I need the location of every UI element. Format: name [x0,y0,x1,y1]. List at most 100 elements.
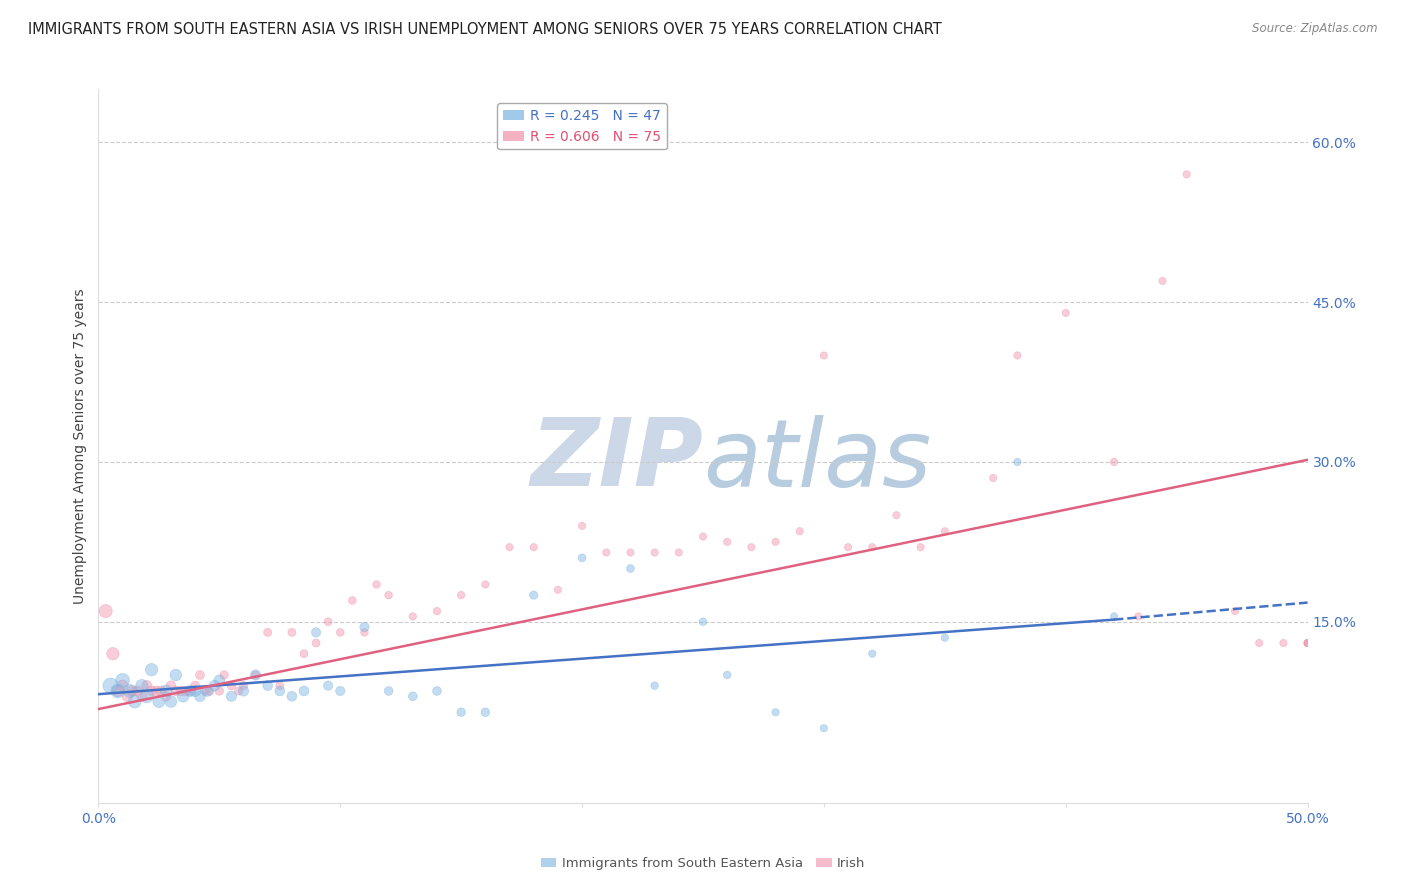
Point [523,540,546,554]
Point [198,684,221,698]
Point [353,625,375,640]
Point [740,540,762,554]
Point [316,615,339,629]
Point [111,673,134,688]
Point [148,695,170,709]
Point [281,625,304,640]
Point [245,668,267,682]
Point [353,620,375,634]
Point [981,471,1004,485]
Point [402,609,425,624]
Point [179,684,201,698]
Point [474,577,496,591]
Point [619,561,641,575]
Point [101,647,124,661]
Point [145,684,167,698]
Point [716,534,738,549]
Point [765,534,787,549]
Point [837,540,859,554]
Point [1296,636,1319,650]
Point [141,663,163,677]
Point [121,684,143,698]
Point [886,508,908,523]
Point [860,540,883,554]
Point [571,550,593,565]
Point [107,684,129,698]
Point [111,679,134,693]
Point [269,679,291,693]
Point [1223,604,1246,618]
Text: Source: ZipAtlas.com: Source: ZipAtlas.com [1253,22,1378,36]
Point [305,636,328,650]
Point [292,647,315,661]
Point [1249,636,1271,650]
Point [228,684,250,698]
Point [860,647,883,661]
Point [194,684,217,698]
Point [1054,306,1077,320]
Point [547,582,569,597]
Point [155,690,177,704]
Point [281,690,304,704]
Point [1175,168,1198,182]
Point [1272,636,1295,650]
Point [107,684,129,698]
Point [668,545,690,559]
Point [127,684,149,698]
Point [342,593,364,607]
Point [131,690,153,704]
Point [188,668,211,682]
Point [305,625,328,640]
Point [644,545,666,559]
Point [135,679,157,693]
Text: ZIP: ZIP [530,414,703,507]
Point [366,577,388,591]
Point [204,679,226,693]
Point [256,679,278,693]
Point [813,721,835,735]
Point [910,540,932,554]
Point [934,631,956,645]
Point [934,524,956,539]
Text: IMMIGRANTS FROM SOUTH EASTERN ASIA VS IRISH UNEMPLOYMENT AMONG SENIORS OVER 75 Y: IMMIGRANTS FROM SOUTH EASTERN ASIA VS IR… [28,22,942,37]
Point [184,679,207,693]
Point [523,588,546,602]
Point [1296,636,1319,650]
Point [329,684,352,698]
Point [571,519,593,533]
Point [160,695,183,709]
Legend: Immigrants from South Eastern Asia, Irish: Immigrants from South Eastern Asia, Iris… [536,852,870,876]
Point [316,679,339,693]
Point [1152,274,1174,288]
Point [131,679,153,693]
Point [813,349,835,363]
Point [208,684,231,698]
Point [208,673,231,688]
Point [135,690,157,704]
Point [426,604,449,618]
Point [221,679,243,693]
Point [292,684,315,698]
Point [644,679,666,693]
Point [172,690,194,704]
Point [124,695,146,709]
Point [165,668,187,682]
Point [155,684,177,698]
Point [377,588,399,602]
Point [150,684,173,698]
Point [188,690,211,704]
Point [377,684,399,698]
Point [1007,455,1029,469]
Point [221,690,243,704]
Point [179,684,201,698]
Point [329,625,352,640]
Point [117,690,139,704]
Point [269,684,291,698]
Point [232,684,254,698]
Point [94,604,117,618]
Point [450,588,472,602]
Point [426,684,449,698]
Point [1128,609,1150,624]
Point [402,690,425,704]
Point [212,668,235,682]
